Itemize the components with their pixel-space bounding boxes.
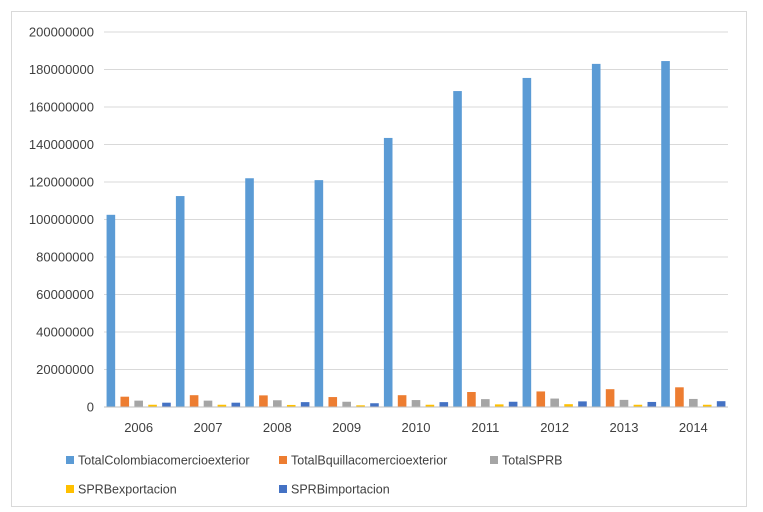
bar-SPRBimportacion-2006 <box>162 402 171 407</box>
bar-SPRBimportacion-2007 <box>231 402 241 407</box>
y-tick-label: 0 <box>87 400 94 415</box>
bar-TotalColombiacomercioexterior-2007 <box>175 196 185 407</box>
bar-SPRBimportacion-2010 <box>439 402 449 408</box>
bar-TotalColombiacomercioexterior-2014 <box>661 61 670 408</box>
bar-TotalColombiacomercioexterior-2010 <box>383 137 393 407</box>
bar-TotalBquillacomercioexterior-2009 <box>328 397 338 407</box>
bar-TotalColombiacomercioexterior-2009 <box>314 180 324 408</box>
bar-SPRBimportacion-2012 <box>578 401 587 408</box>
bar-SPRBimportacion-2009 <box>370 403 379 407</box>
x-tick-label: 2009 <box>332 420 361 435</box>
bar-TotalColombiacomercioexterior-2013 <box>591 63 601 408</box>
y-tick-label: 20000000 <box>36 362 94 377</box>
bar-TotalBquillacomercioexterior-2008 <box>259 395 268 408</box>
y-tick-label: 40000000 <box>36 325 94 340</box>
bar-TotalSPRB-2010 <box>411 400 421 407</box>
bars <box>106 61 726 408</box>
bar-TotalSPRB-2013 <box>619 399 629 408</box>
legend-swatch <box>279 456 287 464</box>
legend-label: TotalColombiacomercioexterior <box>78 454 250 468</box>
legend-swatch <box>490 456 498 464</box>
x-tick-label: 2006 <box>124 420 153 435</box>
y-tick-label: 160000000 <box>29 100 94 115</box>
y-tick-label: 140000000 <box>29 137 94 152</box>
bar-SPRBexportacion-2014 <box>702 404 712 407</box>
y-tick-label: 180000000 <box>29 62 94 77</box>
x-tick-label: 2013 <box>610 420 639 435</box>
bar-SPRBexportacion-2013 <box>633 404 643 407</box>
legend-label: TotalBquillacomercioexterior <box>291 454 447 468</box>
x-tick-label: 2012 <box>540 420 569 435</box>
x-tick-label: 2010 <box>402 420 431 435</box>
bar-TotalColombiacomercioexterior-2012 <box>522 77 532 407</box>
legend-swatch <box>66 485 74 493</box>
legend-label: TotalSPRB <box>502 454 562 468</box>
bar-TotalColombiacomercioexterior-2006 <box>106 214 116 407</box>
legend-label: SPRBimportacion <box>291 483 390 497</box>
bar-TotalSPRB-2007 <box>203 400 213 408</box>
legend: TotalColombiacomercioexterior TotalBquill… <box>66 454 562 497</box>
bar-SPRBexportacion-2012 <box>564 404 573 407</box>
bar-TotalBquillacomercioexterior-2011 <box>467 392 476 407</box>
bar-SPRBimportacion-2008 <box>300 402 310 408</box>
bar-TotalSPRB-2009 <box>342 401 351 407</box>
y-tick-label: 80000000 <box>36 250 94 265</box>
bar-SPRBexportacion-2010 <box>425 404 435 407</box>
bar-TotalBquillacomercioexterior-2006 <box>120 396 130 407</box>
bar-TotalSPRB-2014 <box>689 398 698 407</box>
x-tick-label: 2008 <box>263 420 292 435</box>
bar-TotalSPRB-2011 <box>481 399 490 408</box>
bar-TotalSPRB-2012 <box>550 398 559 407</box>
bar-SPRBexportacion-2008 <box>286 404 296 407</box>
x-tick-label: 2014 <box>679 420 708 435</box>
y-tick-label: 200000000 <box>29 25 94 40</box>
legend-label: SPRBexportacion <box>78 483 177 497</box>
bar-TotalBquillacomercioexterior-2010 <box>397 395 407 407</box>
y-tick-label: 120000000 <box>29 175 94 190</box>
legend-swatch <box>66 456 74 464</box>
bar-TotalBquillacomercioexterior-2013 <box>605 389 615 407</box>
bar-TotalBquillacomercioexterior-2012 <box>536 391 546 407</box>
axes: 0 20000000 40000000 60000000 80000000 1000000… <box>29 25 728 435</box>
x-tick-label: 2007 <box>194 420 223 435</box>
bar-TotalBquillacomercioexterior-2014 <box>675 387 684 407</box>
bar-SPRBimportacion-2014 <box>716 401 726 407</box>
bar-TotalSPRB-2008 <box>273 400 282 407</box>
bar-SPRBexportacion-2009 <box>356 405 365 407</box>
bar-TotalBquillacomercioexterior-2007 <box>189 395 199 407</box>
y-tick-label: 60000000 <box>36 287 94 302</box>
gridlines <box>104 31 728 370</box>
x-tick-label: 2011 <box>471 420 499 435</box>
bar-SPRBexportacion-2007 <box>217 404 227 407</box>
legend-swatch <box>279 485 287 493</box>
bar-SPRBexportacion-2011 <box>494 404 504 408</box>
bar-SPRBexportacion-2006 <box>148 404 157 407</box>
bar-SPRBimportacion-2011 <box>508 401 518 407</box>
bar-SPRBimportacion-2013 <box>647 401 657 407</box>
bar-TotalSPRB-2006 <box>134 400 143 408</box>
chart-frame <box>11 11 747 507</box>
bar-TotalColombiacomercioexterior-2008 <box>245 178 254 407</box>
bar-TotalColombiacomercioexterior-2011 <box>453 91 462 407</box>
y-tick-label: 100000000 <box>29 212 94 227</box>
